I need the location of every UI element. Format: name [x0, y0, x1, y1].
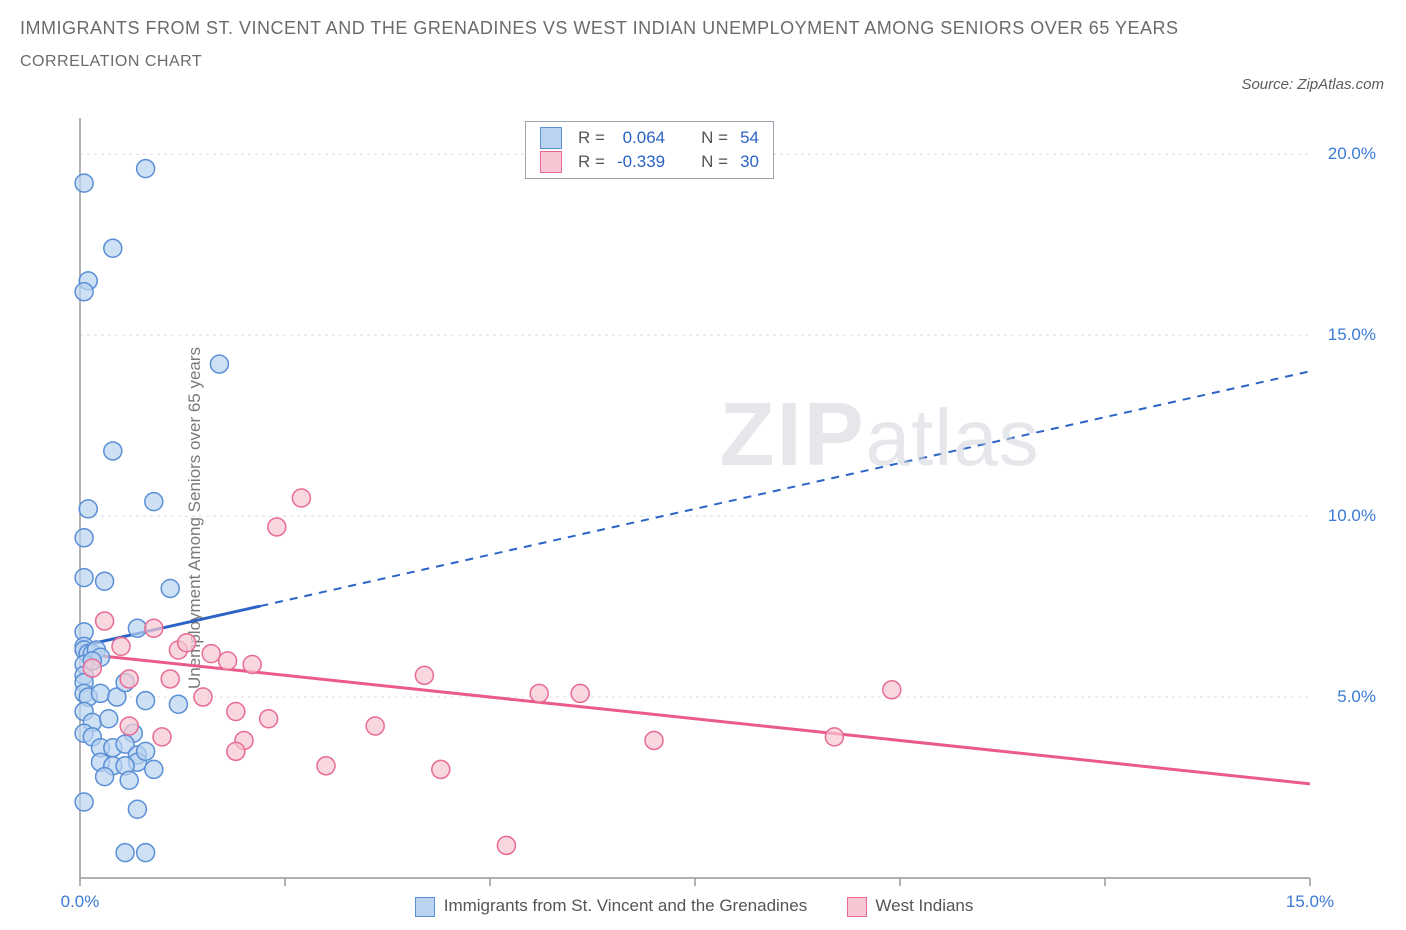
x-tick: 0.0%	[40, 892, 120, 912]
y-tick: 10.0%	[1316, 506, 1376, 526]
chart-subtitle: CORRELATION CHART	[20, 53, 1406, 71]
legend-swatch-1	[540, 127, 562, 149]
r-label-1: R =	[572, 126, 611, 150]
r-value-1: 0.064	[611, 126, 671, 150]
series-2-label: West Indians	[875, 896, 973, 915]
n-label-1: N =	[695, 126, 734, 150]
n-value-1: 54	[734, 126, 765, 150]
series-1-label: Immigrants from St. Vincent and the Gren…	[444, 896, 807, 915]
r-value-2: -0.339	[611, 150, 671, 174]
r-label-2: R =	[572, 150, 611, 174]
series-legend: Immigrants from St. Vincent and the Gren…	[415, 896, 973, 917]
source-label: Source: ZipAtlas.com	[1241, 76, 1384, 93]
x-tick: 15.0%	[1270, 892, 1350, 912]
chart-area: Unemployment Among Seniors over 65 years…	[20, 108, 1386, 928]
n-label-2: N =	[695, 150, 734, 174]
y-tick: 5.0%	[1316, 687, 1376, 707]
legend-swatch-b1	[415, 897, 435, 917]
correlation-legend: R = 0.064 N = 54 R = -0.339 N = 30	[525, 121, 774, 179]
legend-swatch-b2	[847, 897, 867, 917]
legend-row-series-2: R = -0.339 N = 30	[534, 150, 765, 174]
legend-row-series-1: R = 0.064 N = 54	[534, 126, 765, 150]
scatter-plot	[20, 108, 1380, 898]
y-tick: 15.0%	[1316, 325, 1376, 345]
chart-title: IMMIGRANTS FROM ST. VINCENT AND THE GREN…	[20, 18, 1406, 39]
y-tick: 20.0%	[1316, 144, 1376, 164]
legend-swatch-2	[540, 151, 562, 173]
n-value-2: 30	[734, 150, 765, 174]
